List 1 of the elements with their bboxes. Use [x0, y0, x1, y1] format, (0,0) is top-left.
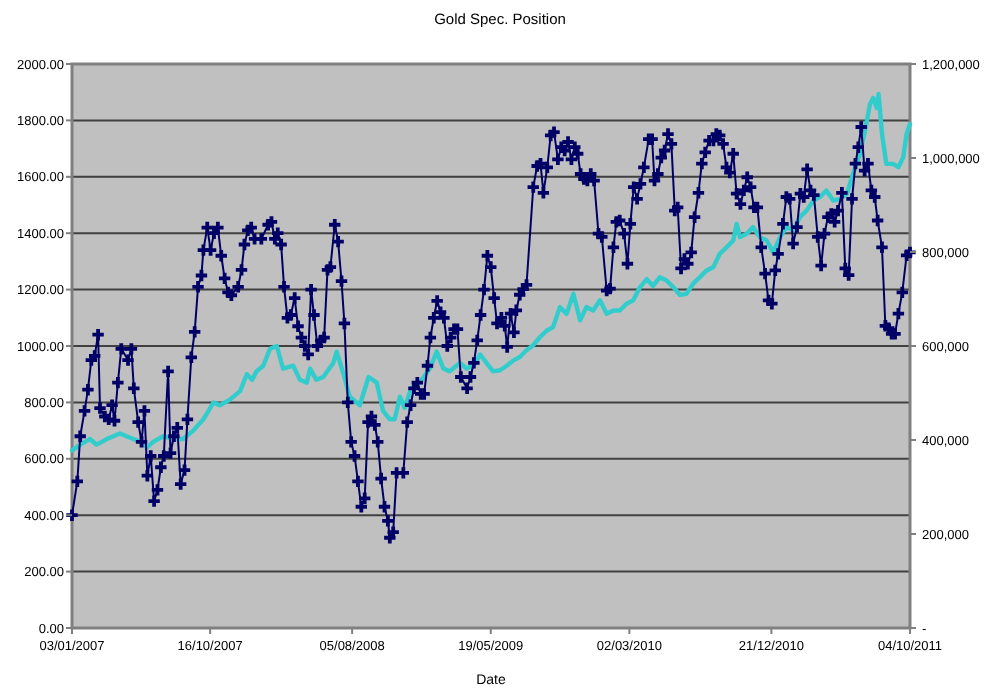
line-series: [69, 91, 913, 453]
